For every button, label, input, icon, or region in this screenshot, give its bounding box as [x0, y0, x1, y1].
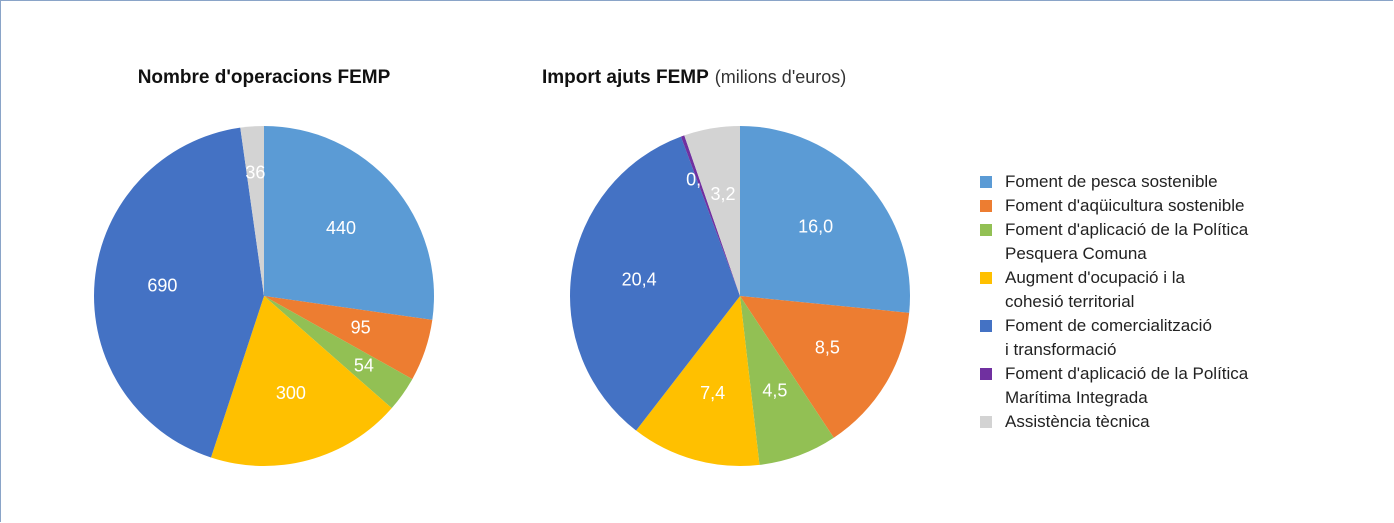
pie-slice [264, 126, 435, 320]
data-label: 690 [147, 276, 177, 296]
pie-slice [636, 296, 760, 467]
pie-slice [264, 296, 433, 380]
legend-label: Foment de comercialització i transformac… [1005, 316, 1212, 359]
legend-item: Foment d'aplicació de la Política Pesque… [980, 218, 1280, 266]
data-label: 16,0 [798, 216, 833, 236]
data-label: 20,4 [622, 269, 657, 289]
chart-subtitle: (milions d'euros) [715, 67, 846, 87]
pie-slice [210, 296, 392, 466]
pie-slice [740, 296, 834, 465]
pie-slice [740, 126, 911, 313]
pie-slice [740, 296, 910, 438]
legend-label: Foment d'aplicació de la Política Maríti… [1005, 364, 1249, 407]
chart-title: Import ajuts FEMP [542, 67, 709, 88]
legend-swatch [980, 200, 992, 212]
legend-label: Foment de pesca sostenible [1005, 172, 1218, 191]
legend-label: Foment d'aqüicultura sostenible [1005, 196, 1245, 215]
pie-slice [240, 126, 264, 296]
data-label: 300 [276, 383, 306, 403]
chart-title-line: Import ajuts FEMP (milions d'euros) [542, 67, 846, 88]
data-label: 8,5 [815, 337, 840, 357]
data-label: 440 [326, 218, 356, 238]
pie-slice [569, 136, 740, 431]
legend-swatch [980, 416, 992, 428]
data-label: 95 [351, 317, 371, 337]
pie-slice [680, 135, 740, 296]
data-label: 3,2 [711, 184, 736, 204]
data-label: 36 [245, 163, 265, 183]
legend-swatch [980, 176, 992, 188]
legend-swatch [980, 320, 992, 332]
legend-item: Foment d'aplicació de la Política Maríti… [980, 362, 1280, 410]
legend-label: Augment d'ocupació i la cohesió territor… [1005, 268, 1185, 311]
pie-slice [264, 296, 413, 409]
data-label: 4,5 [762, 381, 787, 401]
legend-item: Foment d'aqüicultura sostenible [980, 194, 1280, 218]
legend-swatch [980, 368, 992, 380]
data-label: 54 [354, 355, 374, 375]
data-label: 7,4 [700, 383, 725, 403]
legend-swatch [980, 272, 992, 284]
pie-slice [94, 127, 264, 458]
legend-item: Foment de pesca sostenible [980, 170, 1280, 194]
legend: Foment de pesca sostenible Foment d'aqüic… [980, 170, 1280, 434]
legend-label: Assistència tècnica [1005, 412, 1150, 431]
legend-item: Augment d'ocupació i la cohesió territor… [980, 266, 1280, 314]
legend-swatch [980, 224, 992, 236]
legend-label: Foment d'aplicació de la Política Pesque… [1005, 220, 1249, 263]
chart-title: Nombre d'operacions FEMP [138, 67, 391, 88]
pie-slice [684, 126, 740, 296]
legend-item: Assistència tècnica [980, 410, 1280, 434]
legend-item: Foment de comercialització i transformac… [980, 314, 1280, 362]
